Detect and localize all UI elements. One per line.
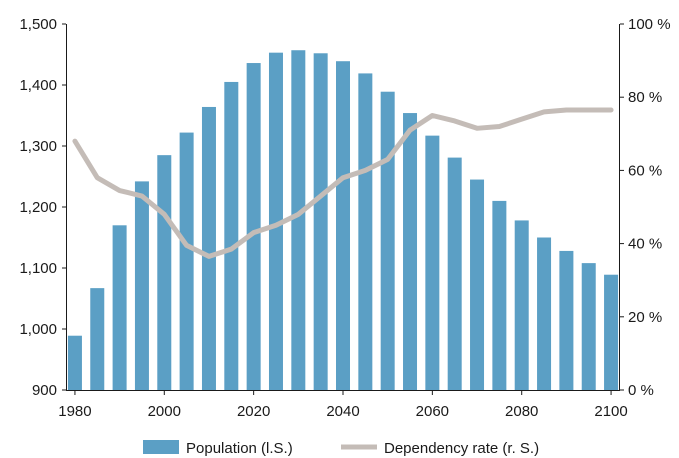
right-tick-label: 60 %	[628, 162, 662, 179]
left-tick-label: 900	[32, 382, 57, 399]
x-tick-label: 2040	[326, 403, 359, 420]
legend-population-label: Population (l.S.)	[186, 440, 293, 457]
x-tick-label: 2060	[416, 403, 449, 420]
population-bar	[403, 113, 418, 390]
population-bar	[559, 250, 574, 390]
right-tick-label: 20 %	[628, 309, 662, 326]
right-tick-label: 80 %	[628, 89, 662, 106]
left-tick-label: 1,000	[19, 321, 57, 338]
population-bar	[313, 53, 328, 390]
population-bar	[112, 225, 127, 390]
left-tick-label: 1,300	[19, 138, 57, 155]
population-bar	[268, 52, 283, 391]
left-axis-ticks: 900 1,000 1,100 1,200 1,300 1,400 1,500	[19, 16, 66, 399]
population-bar	[224, 81, 239, 390]
population-bar	[179, 132, 194, 390]
dependency-rate-line	[72, 107, 614, 259]
population-bar	[134, 181, 149, 390]
x-tick-label: 2100	[594, 403, 627, 420]
population-bar	[336, 61, 350, 391]
legend: Population (l.S.) Dependency rate (r. S.…	[143, 440, 539, 457]
population-bar	[380, 91, 395, 391]
left-tick-label: 1,500	[19, 16, 57, 33]
population-bar	[157, 155, 172, 390]
population-bar	[492, 200, 507, 390]
population-bar	[246, 63, 261, 390]
population-bar	[67, 335, 82, 390]
population-bar	[537, 237, 552, 390]
population-bar	[425, 135, 440, 390]
right-tick-label: 40 %	[628, 236, 662, 253]
population-bar	[604, 274, 619, 390]
x-tick-label: 1980	[58, 403, 91, 420]
population-bar	[201, 106, 216, 391]
x-tick-label: 2080	[505, 403, 538, 420]
population-bars	[67, 50, 619, 391]
population-bar	[581, 263, 596, 390]
x-tick-label: 2020	[237, 403, 270, 420]
x-tick-label: 2000	[148, 403, 181, 420]
left-tick-label: 1,200	[19, 199, 57, 216]
left-tick-label: 1,400	[19, 77, 57, 94]
right-tick-label: 0 %	[628, 382, 654, 399]
x-axis-ticks: 1980 2000 2020 2040 2060 2080 2100	[58, 390, 628, 420]
legend-dependency-label: Dependency rate (r. S.)	[384, 440, 539, 457]
population-bar	[470, 179, 485, 390]
left-tick-label: 1,100	[19, 260, 57, 277]
legend-population-swatch	[143, 440, 179, 454]
population-bar	[447, 157, 462, 390]
population-bar	[358, 73, 373, 390]
population-bar	[291, 50, 306, 390]
population-bar	[514, 220, 529, 390]
population-bar	[90, 288, 105, 390]
right-tick-label: 100 %	[628, 16, 671, 33]
right-axis-ticks: 0 % 20 % 40 % 60 % 80 % 100 %	[620, 16, 671, 399]
